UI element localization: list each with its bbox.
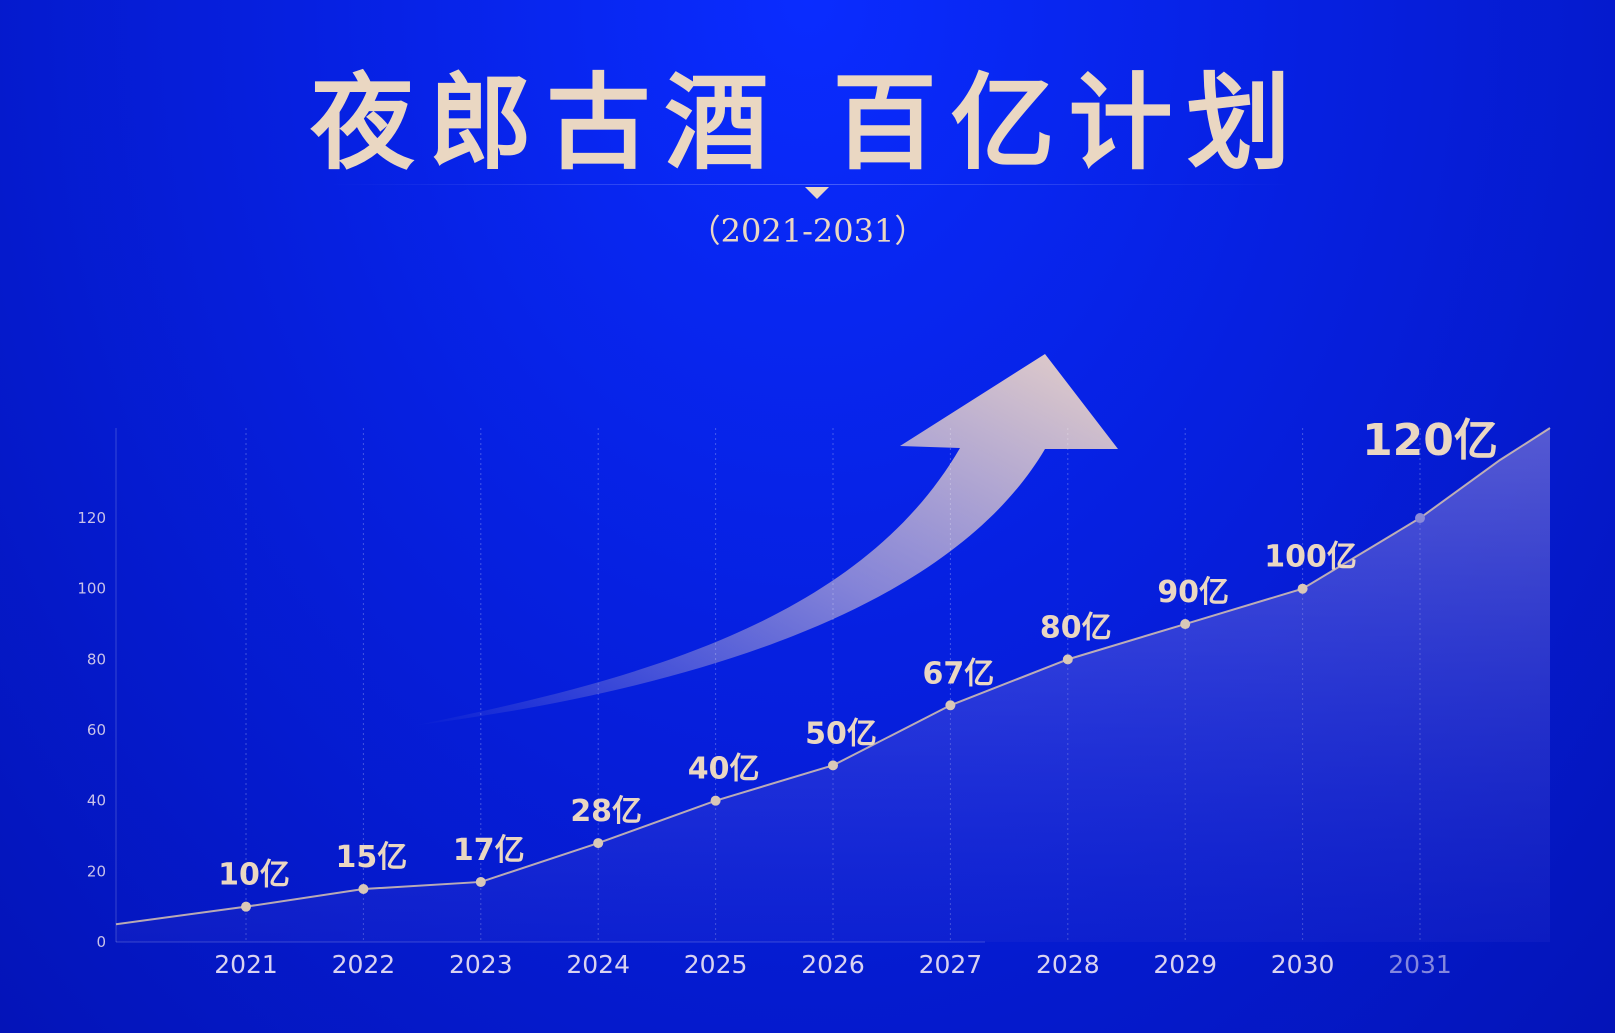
- data-label: 15亿: [336, 840, 408, 875]
- data-label: 100亿: [1264, 540, 1357, 575]
- x-tick-label: 2024: [566, 950, 630, 979]
- x-tick-label: 2029: [1153, 950, 1217, 979]
- y-tick-label: 60: [87, 721, 106, 739]
- data-label: 90亿: [1157, 575, 1229, 610]
- data-point: [593, 838, 604, 849]
- data-point: [241, 901, 251, 912]
- data-point: [358, 884, 369, 895]
- data-label: 40亿: [688, 752, 760, 787]
- x-tick-label: 2030: [1271, 950, 1335, 979]
- data-point: [1297, 583, 1308, 594]
- data-label: 80亿: [1040, 610, 1112, 645]
- y-tick-label: 120: [77, 509, 106, 527]
- x-tick-label: 2025: [684, 950, 748, 979]
- page-title: 夜郎古酒 百亿计划: [310, 61, 1305, 184]
- growth-arrow-icon: [412, 354, 1118, 726]
- x-tick-label: 2028: [1036, 950, 1100, 979]
- y-tick-label: 80: [87, 650, 106, 668]
- y-tick-label: 0: [96, 933, 106, 951]
- data-point: [710, 795, 721, 806]
- title-divider: [330, 184, 1290, 185]
- data-label: 120亿: [1362, 415, 1498, 466]
- x-tick-label: 2023: [449, 950, 513, 979]
- y-tick-label: 20: [87, 862, 106, 880]
- x-tick-label: 2021: [214, 950, 278, 979]
- data-point: [1180, 619, 1191, 630]
- data-label: 67亿: [923, 656, 995, 691]
- caret-down-icon: [805, 187, 829, 199]
- data-label: 17亿: [453, 833, 525, 868]
- area-fill: [116, 428, 1550, 942]
- series-line: [115, 427, 1551, 926]
- y-tick-label: 40: [87, 792, 106, 810]
- data-point: [475, 876, 486, 887]
- x-tick-label: 2026: [801, 950, 865, 979]
- data-label: 10亿: [218, 858, 290, 893]
- y-tick-label: 100: [77, 580, 106, 598]
- page-subtitle: （2021-2031）: [688, 212, 927, 250]
- x-tick-label: 2027: [919, 950, 983, 979]
- data-point: [1062, 654, 1073, 665]
- x-tick-label: 2022: [332, 950, 396, 979]
- data-label: 50亿: [805, 716, 877, 751]
- data-point: [828, 760, 838, 771]
- data-point: [945, 700, 956, 711]
- x-tick-label: 2031: [1388, 950, 1452, 979]
- data-point: [1415, 513, 1425, 524]
- data-label: 28亿: [570, 794, 642, 829]
